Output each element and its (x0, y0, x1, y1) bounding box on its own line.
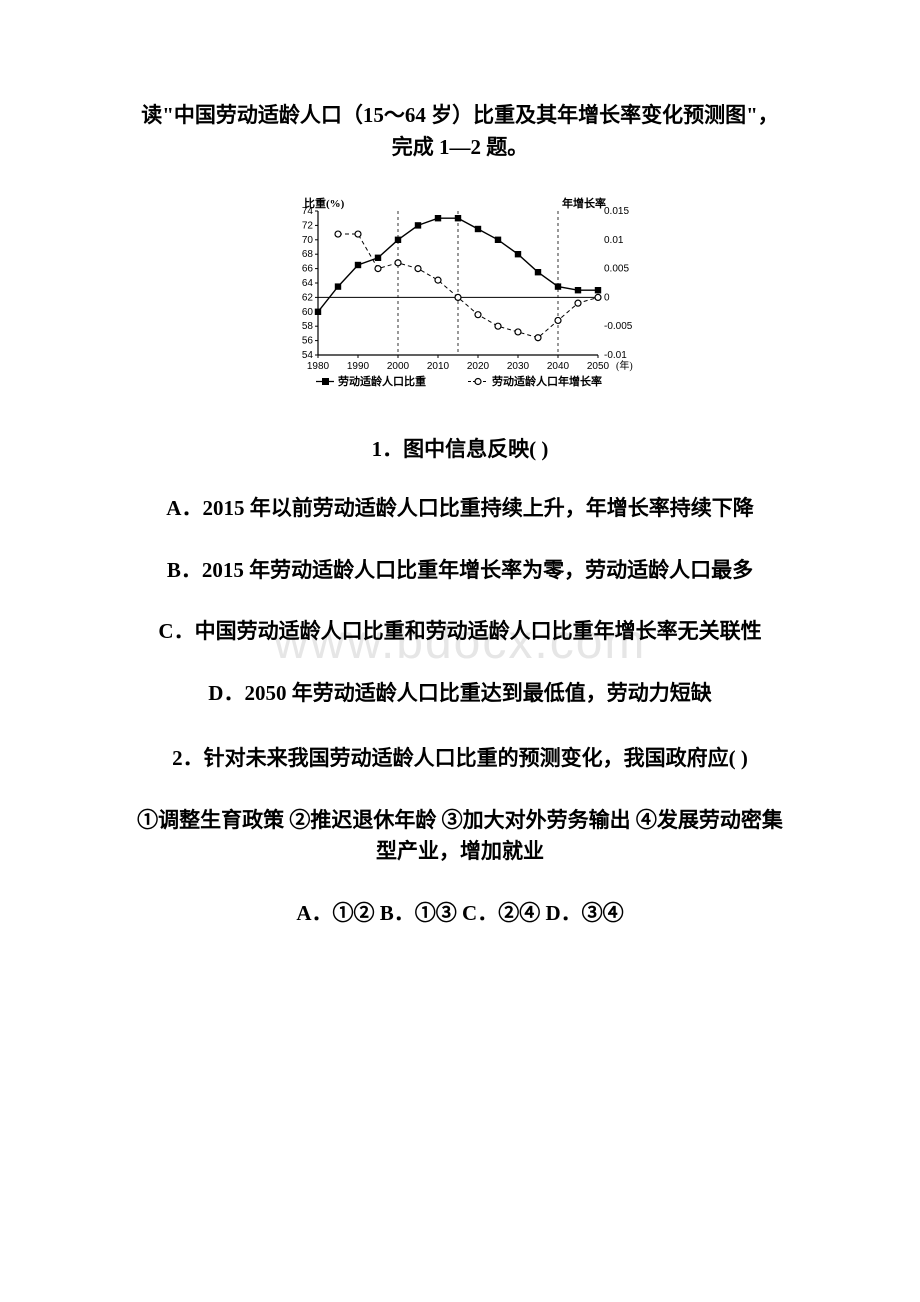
svg-text:0: 0 (604, 292, 610, 303)
svg-text:60: 60 (302, 307, 314, 318)
svg-text:72: 72 (302, 220, 314, 231)
svg-text:年增长率: 年增长率 (562, 196, 606, 210)
svg-text:2000: 2000 (387, 361, 410, 372)
svg-text:0.01: 0.01 (604, 235, 624, 246)
svg-text:比重(%): 比重(%) (304, 196, 345, 210)
svg-text:68: 68 (302, 249, 314, 260)
chart-container: 5456586062646668707274-0.01-0.00500.0050… (135, 193, 785, 393)
svg-text:54: 54 (302, 350, 314, 361)
population-chart: 5456586062646668707274-0.01-0.00500.0050… (270, 193, 650, 393)
intro-text: 读"中国劳动适龄人口（15～64 岁）比重及其年增长率变化预测图"，完成 1—2… (135, 100, 785, 163)
q1-heading: 1．图中信息反映( ) (135, 433, 785, 463)
q1-option-a: A．2015 年以前劳动适龄人口比重持续上升，年增长率持续下降 (135, 493, 785, 525)
q1-option-b: B．2015 年劳动适龄人口比重年增长率为零，劳动适龄人口最多 (135, 555, 785, 587)
svg-text:64: 64 (302, 278, 314, 289)
svg-text:1980: 1980 (307, 361, 330, 372)
svg-text:0.015: 0.015 (604, 206, 629, 217)
svg-text:劳动适龄人口比重: 劳动适龄人口比重 (338, 374, 426, 388)
q2-options: A．①② B．①③ C．②④ D．③④ (135, 898, 785, 930)
q2-heading: 2．针对未来我国劳动适龄人口比重的预测变化，我国政府应( ) (135, 743, 785, 775)
svg-text:62: 62 (302, 292, 314, 303)
svg-text:2050: 2050 (587, 361, 610, 372)
q1-option-d: D．2050 年劳动适龄人口比重达到最低值，劳动力短缺 (135, 678, 785, 710)
svg-text:(年): (年) (616, 359, 633, 372)
svg-text:70: 70 (302, 235, 314, 246)
q1-option-c: C．中国劳动适龄人口比重和劳动适龄人口比重年增长率无关联性 (135, 616, 785, 648)
svg-text:56: 56 (302, 336, 314, 347)
svg-text:2040: 2040 (547, 361, 570, 372)
svg-text:1990: 1990 (347, 361, 370, 372)
q2-stems: ①调整生育政策 ②推迟退休年龄 ③加大对外劳务输出 ④发展劳动密集型产业，增加就… (135, 805, 785, 868)
svg-text:劳动适龄人口年增长率: 劳动适龄人口年增长率 (492, 374, 602, 388)
svg-text:0.005: 0.005 (604, 264, 629, 275)
svg-text:66: 66 (302, 264, 314, 275)
page-content: 读"中国劳动适龄人口（15～64 岁）比重及其年增长率变化预测图"，完成 1—2… (135, 100, 785, 929)
svg-text:2020: 2020 (467, 361, 490, 372)
svg-text:2010: 2010 (427, 361, 450, 372)
svg-text:58: 58 (302, 321, 314, 332)
svg-text:-0.005: -0.005 (604, 321, 633, 332)
svg-text:-0.01: -0.01 (604, 350, 627, 361)
svg-text:2030: 2030 (507, 361, 530, 372)
